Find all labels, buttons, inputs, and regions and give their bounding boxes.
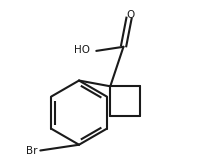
Text: Br: Br	[25, 146, 37, 156]
Text: O: O	[127, 10, 135, 20]
Text: HO: HO	[74, 45, 90, 55]
